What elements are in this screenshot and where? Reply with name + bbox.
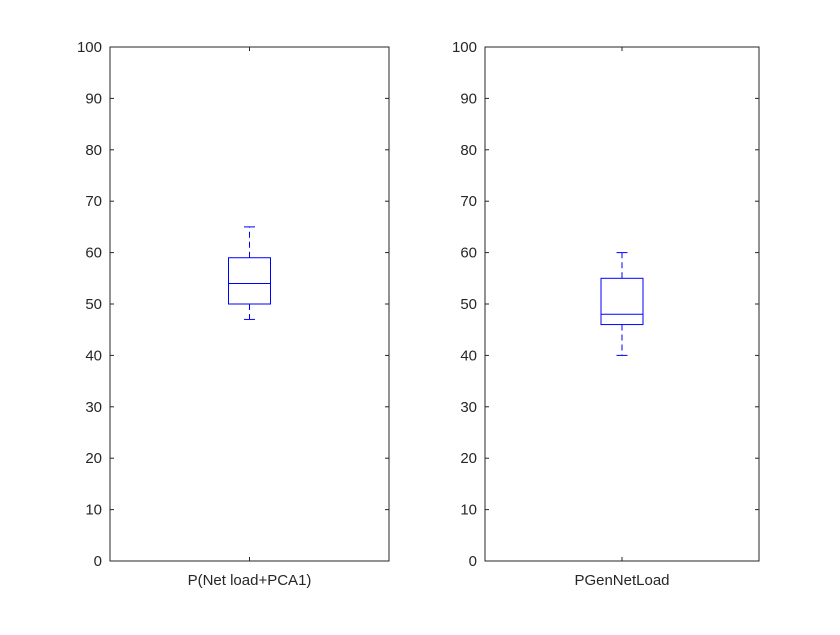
y-tick-label: 50 [85, 296, 102, 313]
y-tick-label: 80 [85, 142, 102, 159]
y-tick-label: 70 [460, 193, 477, 210]
y-tick-label: 20 [460, 450, 477, 467]
box-iqr [228, 257, 271, 305]
y-tick-label: 50 [460, 296, 477, 313]
box-iqr [600, 277, 644, 326]
y-tick-label: 100 [77, 39, 102, 56]
axes-frame [484, 46, 760, 562]
y-tick-label: 10 [85, 502, 102, 519]
x-tick-label: PGenNetLoad [574, 572, 669, 589]
y-tick-label: 0 [469, 553, 477, 570]
y-tick-label: 30 [460, 399, 477, 416]
y-tick-label: 0 [94, 553, 102, 570]
y-tick-label: 40 [460, 347, 477, 364]
y-tick-label: 60 [460, 245, 477, 262]
y-tick-label: 70 [85, 193, 102, 210]
y-tick-label: 80 [460, 142, 477, 159]
y-tick-label: 40 [85, 347, 102, 364]
y-tick-label: 10 [460, 502, 477, 519]
x-tick-label: P(Net load+PCA1) [188, 572, 312, 589]
y-tick-label: 90 [460, 90, 477, 107]
y-tick-label: 30 [85, 399, 102, 416]
y-tick-label: 20 [85, 450, 102, 467]
axes-panel-2: 0 10 20 30 40 50 60 70 80 90 100 PGenNetLoad [452, 39, 760, 589]
y-tick-label: 90 [85, 90, 102, 107]
y-tick-label: 100 [452, 39, 477, 56]
axes-panel-1: 0 10 20 30 40 50 60 70 80 90 100 P(Net load+PCA1) [77, 39, 390, 589]
y-tick-label: 60 [85, 245, 102, 262]
